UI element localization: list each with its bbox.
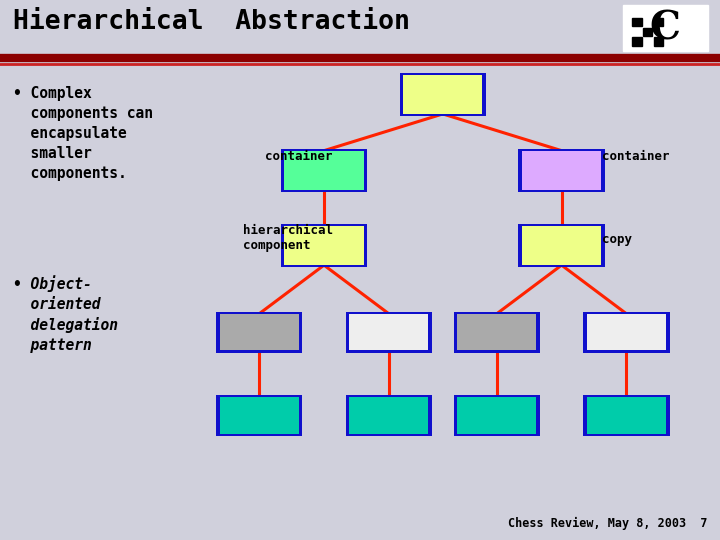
Bar [454,395,540,436]
Bar [518,224,605,267]
Bar [457,314,536,350]
Bar [349,314,428,350]
Bar [0,0,720,57]
Bar [654,37,663,46]
Bar [587,314,666,350]
Bar [583,395,670,436]
Bar [457,397,536,434]
Text: container: container [265,150,333,163]
Bar [220,314,299,350]
Bar [400,73,486,116]
Bar [454,312,540,353]
Bar [349,397,428,434]
Text: container: container [602,150,670,163]
Text: hierarchical
component: hierarchical component [243,224,333,252]
Bar [403,75,482,114]
Bar [583,312,670,353]
Bar [346,312,432,353]
Bar [284,226,364,265]
Bar [281,148,367,192]
Bar [216,395,302,436]
Bar [281,224,367,267]
Text: Chess Review, May 8, 2003  7: Chess Review, May 8, 2003 7 [508,517,707,530]
Bar [623,5,708,51]
Bar [522,151,601,190]
Text: C: C [649,9,681,47]
Bar [632,18,642,26]
Bar [216,312,302,353]
Bar [587,397,666,434]
Text: • Complex
  components can
  encapsulate
  smaller
  components.: • Complex components can encapsulate sma… [13,86,153,180]
Bar [522,226,601,265]
Bar [284,151,364,190]
Text: Hierarchical  Abstraction: Hierarchical Abstraction [13,9,410,35]
Text: • Object-
  oriented
  delegation
  pattern: • Object- oriented delegation pattern [13,275,118,353]
Bar [632,37,642,46]
Bar [654,18,663,26]
Bar [643,28,652,36]
Bar [220,397,299,434]
Bar [518,148,605,192]
Bar [346,395,432,436]
Text: copy: copy [602,233,632,246]
